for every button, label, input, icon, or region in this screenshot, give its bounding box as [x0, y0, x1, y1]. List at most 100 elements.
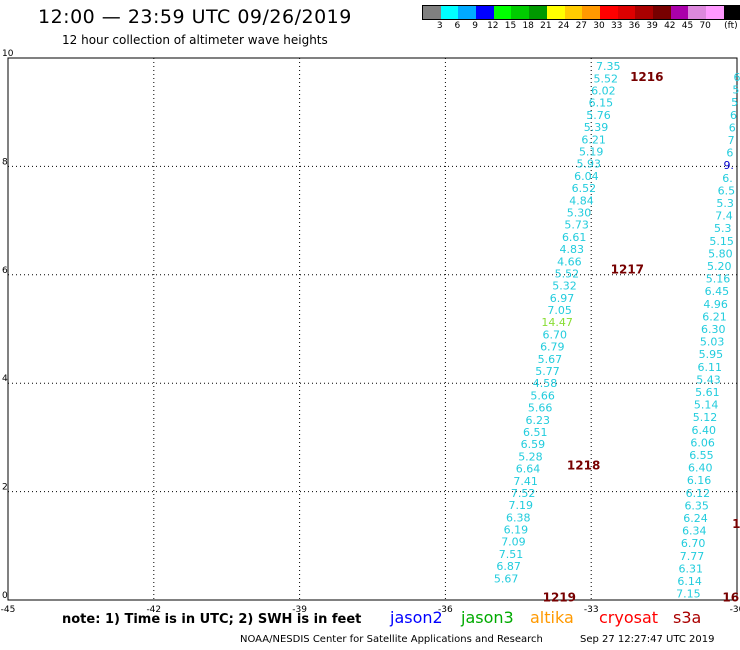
satellite-name: altika	[530, 608, 574, 627]
wave-height-value: 7.4	[715, 210, 733, 223]
color-scale-label: 15	[504, 21, 517, 31]
wave-height-value: 5.32	[552, 280, 577, 293]
wave-height-value: 6	[729, 121, 736, 134]
color-scale-label: 18	[522, 21, 534, 31]
wave-height-value: 5.28	[518, 450, 543, 463]
color-scale-label: 30	[593, 21, 605, 31]
color-scale-labels: 3 6 9 12 15 18 21 24 27 30 33 36 39 42 45 70 (ft)	[422, 21, 740, 33]
color-scale-label: 39	[646, 21, 658, 31]
latitude-tick-label: 6	[2, 266, 8, 276]
color-swatch	[652, 6, 671, 19]
longitude-tick-label: -30	[730, 605, 740, 615]
color-swatch	[440, 6, 459, 19]
color-swatch	[706, 6, 724, 19]
wave-height-value: 6.16	[687, 474, 712, 487]
wave-height-value: 4.83	[560, 243, 585, 256]
wave-height-value: 6.23	[525, 414, 550, 427]
page-subtitle: 12 hour collection of altimeter wave hei…	[62, 33, 328, 47]
color-scale-label: (ft)	[724, 21, 738, 31]
wave-height-value: 5.15	[709, 235, 734, 248]
wave-height-value: 6.64	[516, 463, 541, 476]
wave-height-value: 6	[734, 71, 740, 84]
color-swatch	[635, 6, 653, 19]
wave-height-value: 5.80	[708, 247, 733, 260]
color-scale-label: 24	[557, 21, 570, 31]
wave-height-value: 5.73	[564, 219, 589, 232]
color-scale-label: 3	[436, 21, 443, 31]
color-swatch	[723, 6, 740, 19]
wave-height-value: 6.59	[521, 438, 546, 451]
wave-height-value: 6.52	[572, 182, 597, 195]
wave-height-value: 5	[731, 96, 738, 109]
color-scale-label: 9	[472, 21, 478, 31]
longitude-tick-label: -39	[292, 605, 307, 615]
wave-height-value: 6.79	[540, 341, 565, 354]
wave-height-value: 5.93	[577, 158, 602, 171]
wave-height-value: 7.19	[508, 499, 533, 512]
wave-height-value: 4.84	[569, 194, 594, 207]
wave-height-value: 6.34	[682, 525, 707, 538]
wave-height-value: 4.66	[557, 255, 582, 268]
color-scale-label: 70	[699, 21, 711, 31]
wave-height-value: 6.5	[718, 184, 736, 197]
wave-height-value: 5.76	[586, 109, 611, 122]
longitude-tick-label: -45	[1, 605, 16, 615]
satellite-name: cryosat	[599, 608, 659, 627]
wave-height-value: 6.21	[702, 310, 727, 323]
color-scale-label: 21	[540, 21, 552, 31]
wave-height-value: 5.03	[700, 336, 725, 349]
wave-height-value: 6	[730, 109, 737, 122]
wave-height-value: 7.35	[596, 60, 621, 73]
footer-note: note: 1) Time is in UTC; 2) SWH is in fe…	[62, 612, 362, 627]
color-swatch	[476, 6, 494, 19]
pass-time-label: 16	[722, 590, 739, 604]
wave-height-value: 6	[726, 147, 733, 160]
wave-height-value: 4.58	[533, 377, 558, 390]
wave-height-value: 5.61	[695, 386, 720, 399]
pass-time-label: 1218	[567, 459, 600, 473]
wave-height-value: 6.12	[686, 487, 711, 500]
wave-height-value: 6.55	[689, 449, 714, 462]
color-swatch	[529, 6, 547, 19]
wave-height-value: 4.96	[703, 298, 728, 311]
wave-height-value: 6.30	[701, 323, 726, 336]
wave-height-value: 6.06	[690, 436, 715, 449]
wave-height-value: 5.52	[594, 72, 619, 85]
wave-height-value: 5.43	[696, 373, 721, 386]
wave-height-value: 6.35	[684, 499, 709, 512]
wave-height-value: 6.51	[523, 426, 548, 439]
wave-height-value: 6.14	[677, 575, 702, 588]
wave-height-value: 6.15	[589, 97, 614, 110]
color-swatch	[511, 6, 530, 19]
wave-height-value: 5.19	[579, 145, 604, 158]
color-swatch	[493, 6, 512, 19]
wave-height-value: 5.3	[716, 197, 734, 210]
wave-height-value: 6.40	[692, 424, 717, 437]
pass-time-label: 1216	[630, 70, 663, 84]
wave-height-value: 6.31	[679, 562, 704, 575]
pass-time-label: 1217	[611, 262, 644, 276]
wave-height-value: 5.20	[707, 260, 732, 273]
wave-height-value: 5.77	[535, 365, 560, 378]
color-swatch	[582, 6, 600, 19]
latitude-tick-label: 10	[2, 49, 14, 59]
color-scale-label: 33	[610, 21, 623, 31]
wave-height-value: 7	[728, 134, 735, 147]
pass-time-label: 1219	[543, 590, 576, 604]
latitude-tick-label: 2	[2, 483, 8, 493]
color-scale-label: 36	[628, 21, 641, 31]
wave-height-value: 9.	[723, 159, 734, 172]
wave-height-value: 6.04	[574, 170, 599, 183]
wave-height-value: 6.38	[506, 511, 531, 524]
color-scale-label: 42	[664, 21, 676, 31]
wave-height-value: 14.47	[541, 316, 573, 329]
wave-height-value: 6.45	[705, 285, 730, 298]
color-swatch	[564, 6, 583, 19]
latitude-tick-label: 4	[2, 374, 8, 384]
wave-height-value: 5.3	[714, 222, 732, 235]
wave-height-value: 6.61	[562, 231, 587, 244]
wave-height-value: 6.87	[496, 560, 521, 573]
wave-height-value: 5.67	[538, 353, 563, 366]
wave-height-value: 7.09	[501, 536, 526, 549]
wave-height-value: 7.05	[547, 304, 572, 317]
